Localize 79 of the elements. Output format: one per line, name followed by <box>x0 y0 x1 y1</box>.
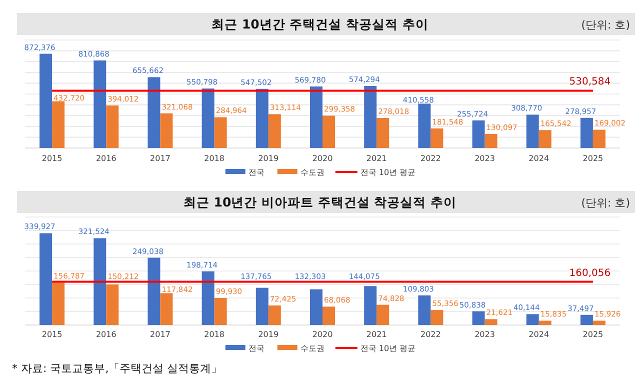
bar <box>268 114 281 148</box>
bar <box>106 105 119 148</box>
legend-label: 전국 10년 평균 <box>360 168 416 177</box>
bar <box>322 306 335 325</box>
bar <box>430 310 444 325</box>
x-tick-label: 2023 <box>474 330 495 339</box>
bar <box>94 60 106 148</box>
data-label: 530,584 <box>569 76 611 88</box>
bar <box>160 113 173 148</box>
x-tick-label: 2016 <box>96 154 116 163</box>
bar <box>94 238 106 325</box>
bar <box>148 77 160 148</box>
x-tick-label: 2015 <box>42 330 62 339</box>
bar <box>214 298 227 325</box>
bar <box>484 319 498 325</box>
bar <box>472 120 485 148</box>
bar <box>202 271 214 325</box>
legend-label: 수도권 <box>300 344 324 353</box>
x-tick-label: 2025 <box>582 154 604 163</box>
bar <box>418 104 431 148</box>
legend-label: 전국 <box>248 168 264 177</box>
bar <box>310 86 322 148</box>
legend-label: 수도권 <box>300 168 324 177</box>
x-tick-label: 2020 <box>312 154 333 163</box>
bar <box>106 284 119 325</box>
chart-subtitle: (단위: 호) <box>581 18 630 32</box>
bar <box>322 116 335 148</box>
x-tick-label: 2019 <box>258 330 279 339</box>
bar <box>202 88 214 148</box>
bar <box>40 233 52 325</box>
x-tick-label: 2022 <box>420 330 441 339</box>
x-tick-label: 2021 <box>366 154 387 163</box>
legend-label: 전국 10년 평균 <box>360 344 416 353</box>
x-tick-label: 2024 <box>528 154 550 163</box>
chart-title: 최근 10년간 주택건설 착공실적 추이 <box>212 16 428 32</box>
bar <box>214 117 227 148</box>
bar <box>580 314 593 325</box>
bar <box>430 128 444 148</box>
chart-title: 최근 10년간 비아파트 주택건설 착공실적 추이 <box>183 194 457 210</box>
x-tick-label: 2016 <box>96 330 116 339</box>
bar <box>580 118 593 148</box>
bar <box>538 320 552 325</box>
bar <box>160 293 173 325</box>
bar <box>40 54 52 148</box>
text: * 자료: 국토교통부,「주택건설 실적통계」 <box>12 362 222 375</box>
x-tick-label: 2015 <box>42 154 62 163</box>
x-tick-label: 2024 <box>528 330 550 339</box>
x-tick-label: 2022 <box>420 154 441 163</box>
bar <box>526 314 539 325</box>
bar <box>52 282 65 325</box>
bar <box>538 130 552 148</box>
bar <box>592 130 606 148</box>
bar <box>310 289 322 325</box>
x-tick-label: 2018 <box>204 154 224 163</box>
bar <box>376 118 390 148</box>
x-tick-label: 2017 <box>150 330 170 339</box>
x-tick-label: 2018 <box>204 330 224 339</box>
x-tick-label: 2023 <box>474 154 495 163</box>
legend-label: 전국 <box>248 344 264 353</box>
bar <box>526 114 539 148</box>
bar <box>418 295 431 325</box>
bar <box>148 258 160 325</box>
x-tick-label: 2025 <box>582 330 604 339</box>
bar <box>592 320 606 325</box>
x-tick-label: 2021 <box>366 330 387 339</box>
bar <box>472 311 485 325</box>
x-tick-label: 2020 <box>312 330 333 339</box>
bar <box>376 304 390 325</box>
chart-subtitle: (단위: 호) <box>581 196 630 210</box>
bar <box>52 101 65 148</box>
bar <box>256 88 268 148</box>
bar <box>256 288 268 325</box>
x-tick-label: 2019 <box>258 154 279 163</box>
bar <box>364 86 377 148</box>
data-label: 160,056 <box>569 268 611 279</box>
bar <box>484 134 498 148</box>
x-tick-label: 2017 <box>150 154 170 163</box>
bar <box>364 286 377 325</box>
bar <box>268 305 281 325</box>
